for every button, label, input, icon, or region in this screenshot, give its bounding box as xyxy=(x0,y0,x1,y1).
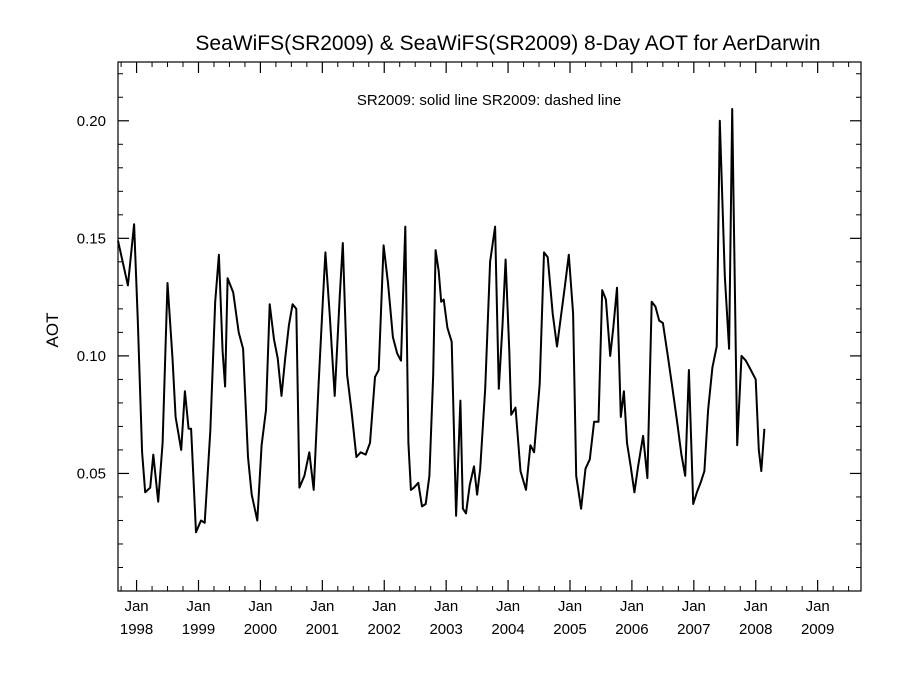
x-tick-year-label: 2008 xyxy=(739,621,772,638)
x-ticks: Jan 1998 Jan 1999 Jan 2000 Jan 2001 Jan 2002 Jan 20… xyxy=(120,62,850,638)
x-tick-month-label: Jan xyxy=(372,598,396,615)
x-tick-year-label: 2009 xyxy=(801,621,834,638)
x-tick-month-label: Jan xyxy=(620,598,644,615)
chart-title: SeaWiFS(SR2009) & SeaWiFS(SR2009) 8-Day … xyxy=(195,32,820,55)
x-tick-month-label: Jan xyxy=(496,598,520,615)
series-line-solid xyxy=(117,108,766,534)
y-tick-label: 0.10 xyxy=(77,348,106,365)
x-tick-year-label: 1998 xyxy=(120,621,153,638)
x-tick-month-label: Jan xyxy=(186,598,210,615)
x-tick-year-label: 2002 xyxy=(368,621,401,638)
x-tick-year-label: 2003 xyxy=(429,621,462,638)
x-tick-month-label: Jan xyxy=(310,598,334,615)
x-tick-month-label: Jan xyxy=(744,598,768,615)
legend-text: SR2009: solid line SR2009: dashed line xyxy=(357,92,621,109)
x-tick-month-label: Jan xyxy=(558,598,582,615)
series-group xyxy=(117,108,766,534)
plot-frame xyxy=(117,61,862,592)
x-tick-year-label: 2004 xyxy=(491,621,524,638)
y-tick-label: 0.20 xyxy=(77,113,106,130)
x-tick-year-label: 2006 xyxy=(615,621,648,638)
x-tick-month-label: Jan xyxy=(248,598,272,615)
x-tick-month-label: Jan xyxy=(682,598,706,615)
x-tick-year-label: 2001 xyxy=(306,621,339,638)
x-tick-year-label: 2007 xyxy=(677,621,710,638)
x-tick-month-label: Jan xyxy=(434,598,458,615)
x-tick-month-label: Jan xyxy=(124,598,148,615)
y-tick-label: 0.05 xyxy=(77,465,106,482)
x-tick-month-label: Jan xyxy=(806,598,830,615)
x-tick-year-label: 2005 xyxy=(553,621,586,638)
x-tick-year-label: 2000 xyxy=(244,621,277,638)
y-axis-label: AOT xyxy=(43,313,62,348)
x-tick-year-label: 1999 xyxy=(182,621,215,638)
y-tick-label: 0.15 xyxy=(77,230,106,247)
